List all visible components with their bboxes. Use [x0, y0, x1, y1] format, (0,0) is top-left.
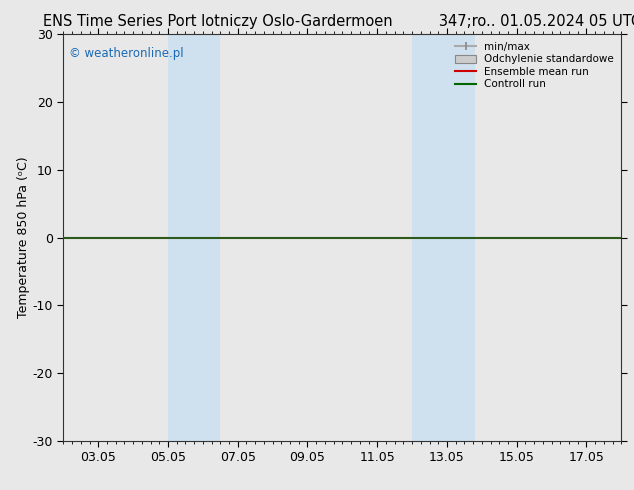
- Text: © weatheronline.pl: © weatheronline.pl: [69, 47, 184, 59]
- Legend: min/max, Odchylenie standardowe, Ensemble mean run, Controll run: min/max, Odchylenie standardowe, Ensembl…: [453, 40, 616, 92]
- Title: ENS Time Series Port lotniczy Oslo-Gardermoen          347;ro.. 01.05.2024 05 UT: ENS Time Series Port lotniczy Oslo-Garde…: [43, 14, 634, 29]
- Bar: [412, 34, 475, 441]
- Bar: [168, 34, 221, 441]
- Y-axis label: Temperature 850 hPa (ᵒC): Temperature 850 hPa (ᵒC): [17, 157, 30, 318]
